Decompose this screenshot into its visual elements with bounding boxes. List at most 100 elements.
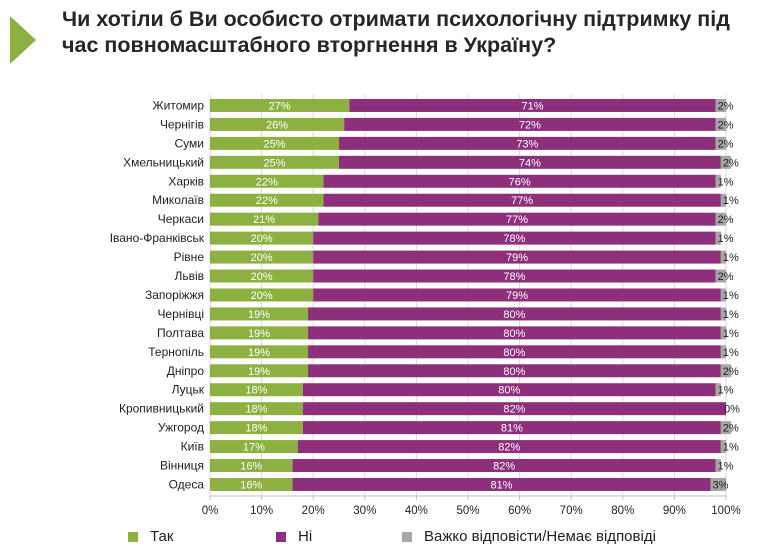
data-label: 71% xyxy=(521,100,543,112)
bar-segment xyxy=(720,364,732,378)
bar-segment xyxy=(349,98,716,112)
category-label: Вінниця xyxy=(160,459,204,473)
category-label: Харків xyxy=(168,174,204,188)
bar-segment xyxy=(720,326,726,340)
data-label: 81% xyxy=(491,479,513,491)
bar-segment xyxy=(715,212,726,226)
data-label: 1% xyxy=(723,347,739,359)
data-label: 1% xyxy=(718,461,734,473)
bar-segment xyxy=(210,174,324,188)
data-label: 21% xyxy=(253,214,275,226)
x-tick-label: 40% xyxy=(405,505,428,517)
bar-segment xyxy=(302,383,716,397)
data-label: 1% xyxy=(723,195,739,207)
bar-segment xyxy=(210,364,309,378)
data-label: 80% xyxy=(503,328,525,340)
x-tick-label: 70% xyxy=(560,505,583,517)
decorative-arrow-icon xyxy=(10,16,36,64)
category-label: Полтава xyxy=(157,326,204,340)
data-label: 1% xyxy=(718,233,734,245)
data-label: 17% xyxy=(243,442,265,454)
bar-segment xyxy=(313,269,716,283)
data-label: 2% xyxy=(718,214,734,226)
data-label: 19% xyxy=(248,366,270,378)
stacked-bar-chart: Житомир 27% 71% 2% Чернігів 26% 72% 2% Суми 25% 73… xyxy=(110,94,741,517)
data-label: 1% xyxy=(718,385,734,397)
category-label: Миколаїв xyxy=(152,193,204,207)
data-label: 76% xyxy=(509,176,531,188)
data-label: 80% xyxy=(503,309,525,321)
data-label: 22% xyxy=(256,176,278,188)
bar-segment xyxy=(210,155,339,169)
category-label: Тернопіль xyxy=(148,345,204,359)
chart-title: Чи хотіли б Ви особисто отримати психоло… xyxy=(62,7,730,57)
bar-segment xyxy=(715,231,721,245)
data-label: 19% xyxy=(248,328,270,340)
bar-segment xyxy=(210,269,314,283)
data-label: 22% xyxy=(256,195,278,207)
category-label: Чернівці xyxy=(157,307,204,321)
bar-segment xyxy=(720,307,726,321)
data-label: 80% xyxy=(498,385,520,397)
data-label: 20% xyxy=(251,271,273,283)
bar-segment xyxy=(210,345,309,359)
bar-segment xyxy=(339,155,721,169)
bar-segment xyxy=(710,477,726,491)
bar-segment xyxy=(210,288,314,302)
category-label: Львів xyxy=(174,269,204,283)
legend-item: Важко відповісти/Немає відповіді xyxy=(402,528,656,545)
data-label: 1% xyxy=(723,309,739,321)
data-label: 2% xyxy=(718,138,734,150)
data-label: 16% xyxy=(240,461,262,473)
category-label: Луцьк xyxy=(172,383,205,397)
bar-segment xyxy=(339,136,716,150)
data-label: 27% xyxy=(269,100,291,112)
data-label: 78% xyxy=(503,271,525,283)
category-label: Черкаси xyxy=(158,212,204,226)
data-label: 2% xyxy=(718,119,734,131)
bar-segment xyxy=(720,345,726,359)
data-label: 2% xyxy=(718,271,734,283)
bar-segment xyxy=(313,250,721,264)
data-label: 82% xyxy=(503,404,525,416)
data-label: 20% xyxy=(251,290,273,302)
x-tick-label: 100% xyxy=(711,505,740,517)
bar-segment xyxy=(210,307,309,321)
data-label: 2% xyxy=(723,157,739,169)
category-label: Запоріжжя xyxy=(145,288,204,302)
legend-swatch xyxy=(276,531,286,542)
category-label: Івано-Франківськ xyxy=(110,231,205,245)
bar-segment xyxy=(297,440,721,454)
bar-segment xyxy=(720,440,726,454)
bar-segment xyxy=(715,136,726,150)
data-label: 25% xyxy=(263,157,285,169)
bar-segment xyxy=(308,364,721,378)
data-label: 1% xyxy=(723,442,739,454)
bar-segment xyxy=(210,421,303,435)
bar-segment xyxy=(715,269,726,283)
data-label: 1% xyxy=(723,252,739,264)
data-label: 25% xyxy=(263,138,285,150)
x-tick-label: 90% xyxy=(663,505,686,517)
bar-segment xyxy=(720,288,726,302)
bar-segment xyxy=(318,212,716,226)
data-label: 1% xyxy=(718,176,734,188)
category-label: Житомир xyxy=(153,98,205,112)
data-label: 2% xyxy=(723,423,739,435)
bar-segment xyxy=(292,459,716,473)
data-label: 77% xyxy=(506,214,528,226)
bar-segment xyxy=(210,117,345,131)
data-label: 79% xyxy=(506,252,528,264)
bar-segment xyxy=(323,174,716,188)
data-label: 0% xyxy=(724,404,740,416)
x-tick-label: 10% xyxy=(250,505,273,517)
data-label: 20% xyxy=(251,252,273,264)
legend-swatch xyxy=(128,531,138,542)
category-label: Ужгород xyxy=(158,421,204,435)
legend-item: Ні xyxy=(276,528,312,545)
bar-segment xyxy=(210,250,314,264)
data-label: 19% xyxy=(248,309,270,321)
bar-segment xyxy=(210,383,303,397)
bar-segment xyxy=(308,345,721,359)
data-label: 74% xyxy=(519,157,541,169)
